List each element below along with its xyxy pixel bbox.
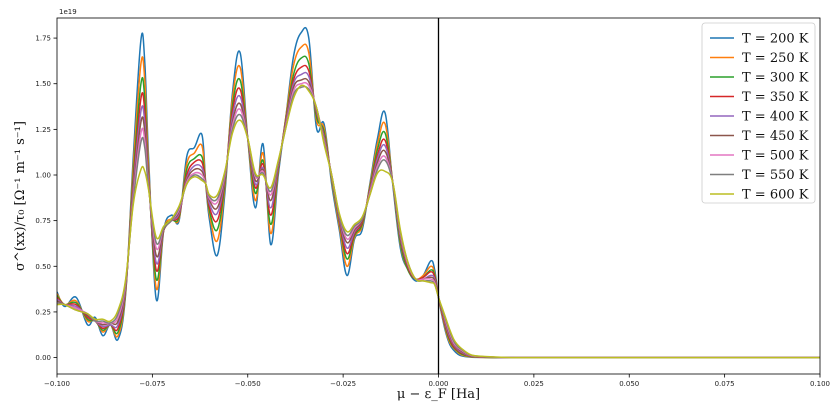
legend-label-5: T = 400 K [742,110,809,125]
y-offset-label: 1e19 [59,8,77,16]
y-tick-label: 0.50 [35,263,51,271]
legend-label-7: T = 500 K [742,149,809,164]
y-tick-label: 0.75 [35,217,51,225]
legend-label-6: T = 450 K [742,129,809,144]
legend-label-9: T = 600 K [742,188,809,203]
legend: T = 200 K T = 250 K T = 300 K T = 350 K T = … [701,22,816,204]
legend-label-8: T = 550 K [742,168,809,183]
series-line-2 [57,43,820,359]
x-tick-label: 0.075 [715,380,735,388]
x-tick-label: −0.075 [139,380,165,388]
legend-box [701,22,816,204]
y-tick-label: 1.75 [35,35,51,43]
y-tick-label: 1.25 [35,126,51,134]
y-tick-label: 1.50 [35,80,51,88]
legend-label-3: T = 300 K [742,71,809,86]
y-axis-title: σ^(xx)/τ₀ [Ω⁻¹ m⁻¹ s⁻¹] [13,121,28,271]
series-line-9 [57,84,820,359]
y-tick-label: 0.25 [35,308,51,316]
axes-layer: −0.100 −0.075 −0.050 −0.025 0.000 0.025 0.050 0… [13,8,830,402]
legend-label-2: T = 250 K [742,51,809,66]
x-tick-label: 0.000 [428,380,448,388]
y-tick-label: 1.00 [35,172,51,180]
y-tick-label: 0.00 [35,354,51,362]
series-layer [57,26,820,359]
x-tick-label: −0.100 [44,380,70,388]
series-line-1 [57,26,820,359]
x-tick-label: −0.050 [235,380,261,388]
x-axis-title: μ − ε_F [Ha] [397,387,480,402]
x-tick-label: 0.100 [810,380,830,388]
x-tick-label: 0.050 [619,380,639,388]
legend-label-4: T = 350 K [742,90,809,105]
x-tick-label: 0.025 [524,380,544,388]
x-tick-label: −0.025 [330,380,356,388]
series-line-4 [57,64,820,359]
legend-label-1: T = 200 K [742,32,809,47]
